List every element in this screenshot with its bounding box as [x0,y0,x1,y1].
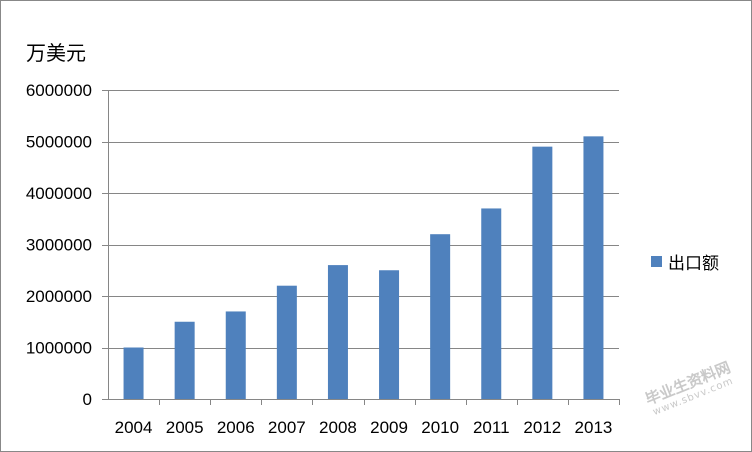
bar [430,234,451,399]
bar [225,311,246,399]
y-axis-unit-label: 万美元 [26,41,86,65]
x-tick-label: 2005 [166,418,204,437]
x-tick-label: 2013 [575,418,613,437]
y-tick-label: 6000000 [26,81,92,100]
x-tick-label: 2012 [523,418,561,437]
legend-swatch [651,256,662,267]
legend-label: 出口额 [668,254,719,274]
bar [174,321,195,399]
legend: 出口额 [651,249,719,274]
y-tick-label: 1000000 [26,339,92,358]
bar [532,146,553,399]
x-tick-label: 2009 [370,418,408,437]
x-tick-label: 2006 [217,418,255,437]
x-tick-label: 2010 [421,418,459,437]
x-tick-label: 2007 [268,418,306,437]
bar [583,136,604,399]
y-tick-label: 5000000 [26,133,92,152]
bar [481,208,502,399]
bar [123,347,144,399]
bar [379,270,400,399]
x-tick-label: 2004 [115,418,153,437]
y-tick-label: 3000000 [26,236,92,255]
bar [276,285,297,399]
bar [327,265,348,399]
y-tick-label: 0 [83,390,92,409]
y-tick-label: 4000000 [26,184,92,203]
y-tick-label: 2000000 [26,287,92,306]
x-tick-label: 2011 [473,418,510,437]
x-tick-label: 2008 [319,418,357,437]
